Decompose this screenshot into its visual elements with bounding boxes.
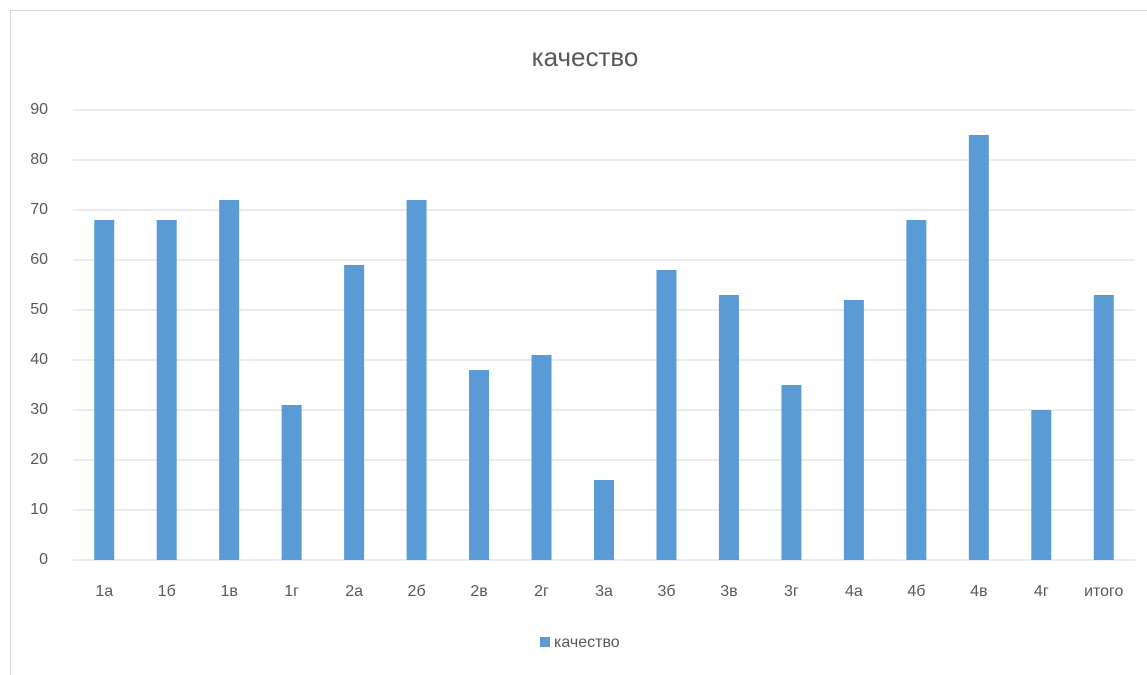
bar (219, 200, 240, 560)
y-tick-label: 70 (30, 201, 48, 218)
bar (531, 355, 552, 560)
x-tick-label: итого (1084, 583, 1123, 600)
bar (281, 405, 302, 560)
x-tick-label: 2в (470, 583, 487, 600)
x-tick-label: 1а (95, 583, 113, 600)
x-tick-label: 2а (345, 583, 363, 600)
bar (843, 300, 864, 560)
y-tick-label: 90 (30, 101, 48, 118)
x-tick-label: 1г (284, 583, 299, 600)
legend-label: качество (554, 634, 620, 651)
y-tick-label: 20 (30, 451, 48, 468)
y-tick-label: 80 (30, 151, 48, 168)
bar (781, 385, 802, 560)
chart-title: качество (532, 42, 639, 72)
bar (406, 200, 427, 560)
y-tick-label: 60 (30, 251, 48, 268)
bar (968, 135, 989, 560)
x-tick-label: 1в (220, 583, 237, 600)
y-tick-label: 50 (30, 301, 48, 318)
x-tick-label: 4г (1034, 583, 1049, 600)
x-tick-label: 4в (970, 583, 987, 600)
bar (1031, 410, 1052, 560)
x-tick-label: 3б (657, 583, 675, 600)
y-tick-label: 40 (30, 351, 48, 368)
bar (344, 265, 365, 560)
bar (718, 295, 739, 560)
bar (156, 220, 177, 560)
x-tick-label: 4б (907, 583, 925, 600)
bar (94, 220, 115, 560)
y-tick-label: 30 (30, 401, 48, 418)
x-tick-label: 1б (158, 583, 176, 600)
x-tick-label: 2б (408, 583, 426, 600)
bar (594, 480, 614, 560)
legend-swatch (540, 637, 550, 647)
x-tick-label: 2г (534, 583, 549, 600)
x-tick-label: 3г (784, 583, 799, 600)
x-tick-label: 3а (595, 583, 613, 600)
x-tick-label: 4а (845, 583, 863, 600)
bar (469, 370, 490, 560)
bar (906, 220, 927, 560)
bar (656, 270, 677, 560)
x-tick-label: 3в (720, 583, 737, 600)
y-tick-label: 0 (39, 551, 48, 568)
y-tick-label: 10 (30, 501, 48, 518)
bar (1093, 295, 1114, 560)
